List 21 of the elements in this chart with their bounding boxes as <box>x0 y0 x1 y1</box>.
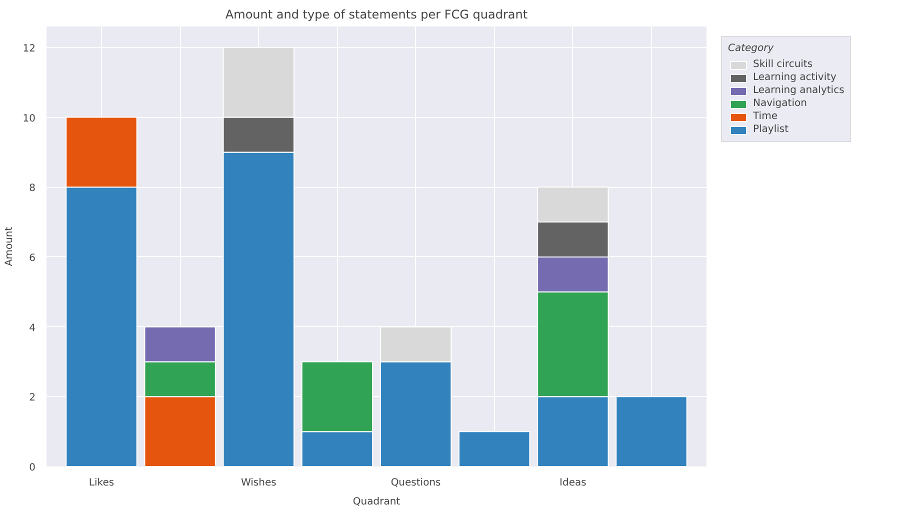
legend-label: Learning activity <box>753 72 836 83</box>
legend-label: Learning analytics <box>753 85 844 96</box>
y-tick-label: 12 <box>22 43 36 54</box>
x-tick-label: Wishes <box>240 478 276 488</box>
x-tick-label: Likes <box>88 478 114 488</box>
legend-label: Navigation <box>753 98 807 109</box>
chart-title: Amount and type of statements per FCG quadrant <box>225 8 528 22</box>
legend-label: Skill circuits <box>753 59 813 70</box>
y-tick-label: 0 <box>29 462 36 474</box>
y-axis-title: Amount <box>4 226 15 266</box>
x-axis-title: Quadrant <box>352 496 400 508</box>
y-tick-label: 4 <box>29 322 36 334</box>
x-tick-label: Ideas <box>560 478 586 488</box>
x-tick-label: Questions <box>390 478 441 488</box>
legend-label: Playlist <box>753 124 789 135</box>
y-tick-label: 10 <box>22 113 36 124</box>
legend-label: Time <box>753 111 778 122</box>
y-tick-label: 8 <box>29 183 36 194</box>
legend-title: Category <box>728 43 775 54</box>
y-tick-label: 2 <box>29 392 36 404</box>
y-tick-label: 6 <box>29 252 36 264</box>
